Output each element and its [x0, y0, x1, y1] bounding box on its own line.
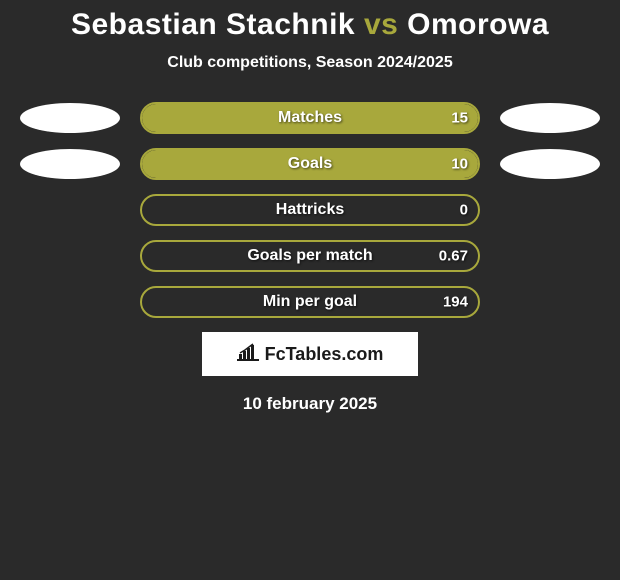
- stat-bar: Hattricks 0: [140, 194, 480, 226]
- player1-marker: [20, 287, 120, 317]
- stat-row: Goals 10: [0, 148, 620, 180]
- player1-marker: [20, 241, 120, 271]
- subtitle: Club competitions, Season 2024/2025: [0, 54, 620, 72]
- stat-value-right: 15: [451, 110, 468, 127]
- stats-bars: Matches 15 Goals 10 Hattricks 0 Goals per matc…: [0, 102, 620, 318]
- stat-value-right: 194: [443, 294, 468, 311]
- logo-text: FcTables.com: [265, 344, 384, 365]
- player1-marker: [20, 195, 120, 225]
- vs-text: vs: [364, 8, 398, 41]
- player2-marker: [500, 241, 600, 271]
- page-title: Sebastian Stachnik vs Omorowa: [0, 8, 620, 42]
- stat-bar: Min per goal 194: [140, 286, 480, 318]
- player2-marker: [500, 195, 600, 225]
- stat-value-right: 0.67: [439, 248, 468, 265]
- player1-marker: [20, 149, 120, 179]
- stat-label: Goals: [288, 155, 332, 173]
- player2-marker: [500, 103, 600, 133]
- player2-marker: [500, 287, 600, 317]
- stat-bar: Goals 10: [140, 148, 480, 180]
- player1-name: Sebastian Stachnik: [71, 8, 355, 41]
- comparison-infographic: Sebastian Stachnik vs Omorowa Club compe…: [0, 0, 620, 414]
- stat-value-right: 10: [451, 156, 468, 173]
- stat-row: Hattricks 0: [0, 194, 620, 226]
- stat-value-right: 0: [460, 202, 468, 219]
- player2-marker: [500, 149, 600, 179]
- stat-row: Matches 15: [0, 102, 620, 134]
- player1-marker: [20, 103, 120, 133]
- stat-bar: Goals per match 0.67: [140, 240, 480, 272]
- player2-name: Omorowa: [407, 8, 549, 41]
- stat-row: Min per goal 194: [0, 286, 620, 318]
- stat-row: Goals per match 0.67: [0, 240, 620, 272]
- date-text: 10 february 2025: [0, 394, 620, 414]
- stat-bar: Matches 15: [140, 102, 480, 134]
- stat-label: Hattricks: [276, 201, 344, 219]
- stat-label: Matches: [278, 109, 342, 127]
- logo-box: FcTables.com: [202, 332, 418, 376]
- bar-chart-icon: [237, 343, 259, 366]
- logo: FcTables.com: [237, 343, 384, 366]
- stat-label: Goals per match: [247, 247, 372, 265]
- stat-label: Min per goal: [263, 293, 357, 311]
